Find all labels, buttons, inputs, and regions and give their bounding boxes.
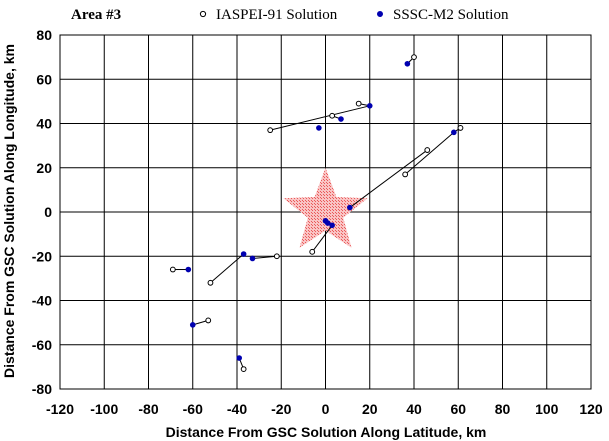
x-tick-label: -20 [271,401,291,417]
x-tick-label: -80 [138,401,158,417]
y-tick-label: -20 [32,248,52,264]
legend-filled-circle-icon [377,11,383,17]
connector-line [270,105,370,131]
y-tick-label: 80 [36,27,52,43]
sssc-m2-point [451,129,457,136]
x-tick-label: 20 [362,401,378,417]
sssc-m2-point [366,103,373,109]
legend-open-circle-icon [199,10,207,18]
sssc-m2-point [329,222,335,229]
sssc-m2-point [185,266,192,273]
iaspei-91-point [273,253,280,260]
sssc-m2-point [404,60,411,67]
sssc-m2-point [236,355,243,361]
y-tick-label: -60 [32,337,52,353]
x-tick-label: -60 [183,401,203,417]
iaspei-91-point [240,366,247,372]
iaspei-91-point [207,279,214,286]
y-tick-label: 40 [36,116,52,132]
connector-line [404,131,455,175]
iaspei-91-point [411,54,417,61]
legend-series-2-label: SSSC-M2 Solution [393,7,509,23]
plot-frame [59,34,592,390]
iaspei-91-point [402,171,409,178]
x-tick-label: 60 [450,401,466,417]
reference-star-icon [283,167,368,248]
iaspei-91-point [169,266,176,273]
x-tick-label: 80 [495,401,511,417]
iaspei-91-point [309,248,316,255]
data-points [169,54,464,372]
y-tick-label: -40 [32,293,52,309]
sssc-m2-point [316,125,322,131]
x-tick-label: 40 [406,401,422,417]
iaspei-91-point [424,147,431,153]
x-tick-label: 0 [322,401,330,417]
sssc-m2-point [324,220,331,226]
tick-labels: -120 -100 -80 -60 -40 -20 0 20 40 60 80 100 120 -80 -6… [32,27,603,417]
iaspei-91-point [329,112,336,119]
sssc-m2-point [189,322,196,328]
y-tick-label: 0 [44,204,52,220]
x-tick-label: -40 [227,401,247,417]
connector-line [349,149,428,208]
sssc-m2-point [240,251,247,257]
iaspei-91-point [205,317,212,324]
y-tick-label: 60 [36,71,52,87]
connector-line [210,253,244,284]
y-tick-label: 20 [36,160,52,176]
iaspei-91-point [355,100,362,107]
area-label: Area #3 [71,7,121,23]
reference-star-layer [283,167,368,248]
x-tick-label: -100 [90,401,118,417]
connector-line [252,255,277,259]
x-tick-label: 100 [535,401,559,417]
sssc-m2-point [249,255,256,262]
iaspei-91-point [267,127,274,134]
legend: IASPEI-91 Solution SSSC-M2 Solution [199,7,509,23]
y-axis-label: Distance From GSC Solution Along Longitu… [1,44,17,378]
sssc-m2-point [347,204,353,211]
iaspei-91-point [457,125,464,131]
x-tick-label: 120 [579,401,603,417]
legend-series-1-label: IASPEI-91 Solution [216,7,338,23]
connector-line [311,224,333,253]
sssc-m2-point [338,116,344,122]
y-tick-label: -80 [32,381,52,397]
x-axis-label: Distance From GSC Solution Along Latitud… [166,424,487,440]
x-tick-label: -120 [46,401,74,417]
